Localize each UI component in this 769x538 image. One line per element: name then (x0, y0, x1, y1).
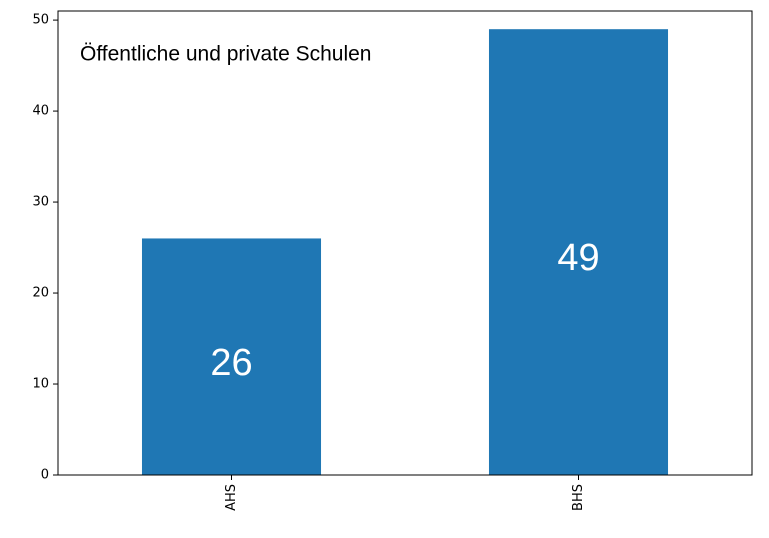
y-tick-label: 10 (32, 377, 49, 392)
y-tick-label: 50 (32, 13, 49, 28)
y-tick-label: 40 (32, 104, 49, 119)
x-tick-label: BHS (571, 484, 586, 511)
y-tick-label: 0 (41, 468, 49, 483)
y-tick-label: 30 (32, 195, 49, 210)
value-label: 49 (557, 237, 599, 279)
bar (141, 238, 322, 475)
value-label: 26 (210, 342, 252, 384)
annotation: Öffentliche und private Schulen (80, 43, 371, 66)
bar (488, 29, 669, 476)
plot-frame (57, 10, 753, 476)
x-tick-label: AHS (224, 484, 239, 511)
y-tick-label: 20 (32, 286, 49, 301)
